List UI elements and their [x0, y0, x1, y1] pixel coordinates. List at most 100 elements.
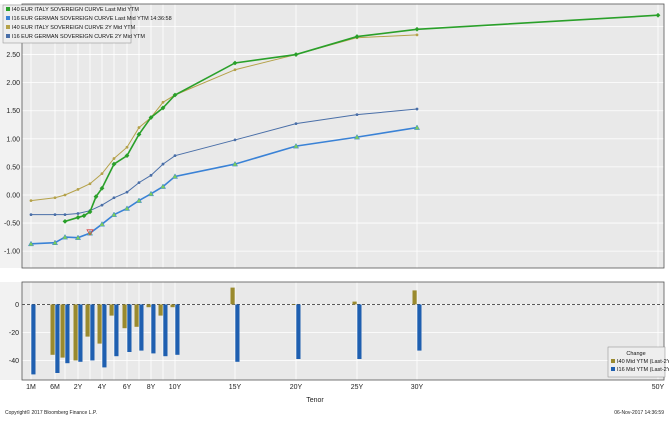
series-point-0 [99, 185, 105, 191]
series-point-3 [294, 122, 298, 126]
series-point-3 [415, 107, 419, 111]
series-point-1 [413, 124, 421, 130]
series-point-2 [137, 126, 141, 129]
bottom-legend-swatch [611, 359, 615, 363]
top-y-tick-label: 0.50 [6, 164, 20, 171]
series-point-2 [233, 68, 237, 72]
copyright-text: Copyright© 2017 Bloomberg Finance L.P. [5, 409, 97, 416]
bar-0 [85, 304, 90, 337]
series-point-3 [173, 154, 177, 158]
series-point-2 [415, 33, 419, 37]
top-legend-box [2, 4, 132, 44]
series-point-0 [93, 194, 99, 200]
bottom-y-axis-background [0, 282, 22, 380]
series-point-1 [292, 143, 300, 149]
x-tick-label: 6M [50, 384, 60, 391]
series-line-1 [30, 126, 418, 245]
series-point-3 [112, 196, 116, 200]
series-point-2 [63, 193, 67, 197]
bar-1 [65, 304, 70, 364]
bottom-legend-swatch [611, 367, 615, 371]
series-point-0 [124, 153, 130, 159]
series-point-0 [111, 161, 117, 167]
bar-0 [158, 304, 163, 316]
series-point-0 [136, 131, 142, 137]
highlight-marker [86, 229, 94, 236]
bottom-y-tick-label: 0 [15, 302, 19, 309]
x-tick-label: 25Y [351, 384, 364, 391]
series-point-1 [147, 190, 155, 197]
top-y-tick-label: -0.50 [4, 221, 20, 228]
series-point-0 [62, 218, 68, 224]
bar-1 [78, 304, 83, 362]
bottom-y-tick-label: -20 [9, 330, 19, 337]
bar-1 [235, 304, 240, 362]
series-point-1 [61, 233, 69, 240]
series-point-2 [112, 157, 116, 160]
series-point-2 [100, 172, 104, 176]
top-y-tick-label: 1.00 [6, 136, 20, 143]
bar-0 [73, 304, 78, 361]
top-plot-area: 3.002.502.001.501.000.500.00-0.50-1.00 [0, 3, 665, 269]
series-point-1 [110, 211, 118, 217]
bar-0 [230, 287, 235, 305]
series-point-3 [29, 213, 33, 217]
bar-0 [122, 304, 127, 329]
legend-entry-label: I40 EUR ITALY SOVEREIGN CURVE Last Mid Y… [12, 7, 139, 13]
bar-1 [90, 304, 95, 361]
series-point-0 [293, 52, 299, 57]
bottom-legend-label: I16 Mid YTM (Last-2Y) [617, 367, 669, 373]
series-point-3 [125, 190, 129, 194]
bar-0 [134, 304, 139, 327]
top-y-tick-label: 2.50 [6, 52, 20, 59]
x-tick-label: 8Y [147, 384, 156, 391]
series-point-2 [53, 196, 57, 200]
series-point-1 [123, 205, 131, 211]
series-line-2 [30, 34, 418, 202]
series-point-1 [27, 240, 35, 247]
x-tick-label: 50Y [652, 384, 665, 391]
bar-0 [291, 304, 296, 305]
series-point-1 [353, 134, 361, 140]
bottom-legend: Change I40 Mid YTM (Last-2Y) I16 Mid YTM (… [607, 346, 669, 378]
x-axis-label: Tenor [306, 397, 324, 404]
bar-1 [163, 304, 168, 357]
bar-1 [55, 304, 60, 373]
series-point-3 [149, 173, 153, 177]
series-point-1 [135, 197, 143, 203]
series-line-3 [31, 108, 418, 216]
series-point-3 [161, 162, 165, 166]
bar-1 [175, 304, 180, 355]
series-point-0 [172, 92, 178, 98]
series-point-3 [63, 213, 67, 217]
series-point-2 [125, 145, 129, 149]
top-y-tick-label: 2.00 [6, 80, 20, 87]
series-point-3 [355, 113, 359, 117]
bar-1 [114, 304, 119, 357]
bar-0 [352, 301, 357, 305]
bottom-legend-box [607, 346, 666, 378]
legend-entry-label: I40 EUR ITALY SOVEREIGN CURVE 2Y Mid YTM [12, 25, 136, 31]
legend-entry-label: I16 EUR GERMAN SOVEREIGN CURVE Last Mid … [12, 16, 172, 22]
legend-entry-label: I16 EUR GERMAN SOVEREIGN CURVE 2Y Mid YT… [12, 34, 145, 40]
series-point-0 [81, 213, 87, 219]
x-tick-label: 2Y [74, 384, 83, 391]
top-y-tick-label: 1.50 [6, 108, 20, 115]
legend-swatch [6, 16, 10, 20]
legend-swatch [6, 25, 10, 29]
x-tick-label: 4Y [98, 384, 107, 391]
series-point-0 [232, 60, 238, 66]
series-point-0 [414, 26, 420, 32]
series-point-0 [354, 34, 360, 39]
top-legend: I40 EUR ITALY SOVEREIGN CURVE Last Mid Y… [2, 4, 172, 44]
bottom-y-tick-label: -40 [9, 358, 19, 365]
bar-1 [139, 304, 144, 351]
x-tick-label: 6Y [123, 384, 132, 391]
series-point-1 [51, 239, 59, 245]
series-point-0 [87, 209, 93, 215]
x-tick-label: 15Y [229, 384, 242, 391]
bar-0 [60, 304, 65, 358]
top-y-tick-label: 0.00 [6, 192, 20, 199]
